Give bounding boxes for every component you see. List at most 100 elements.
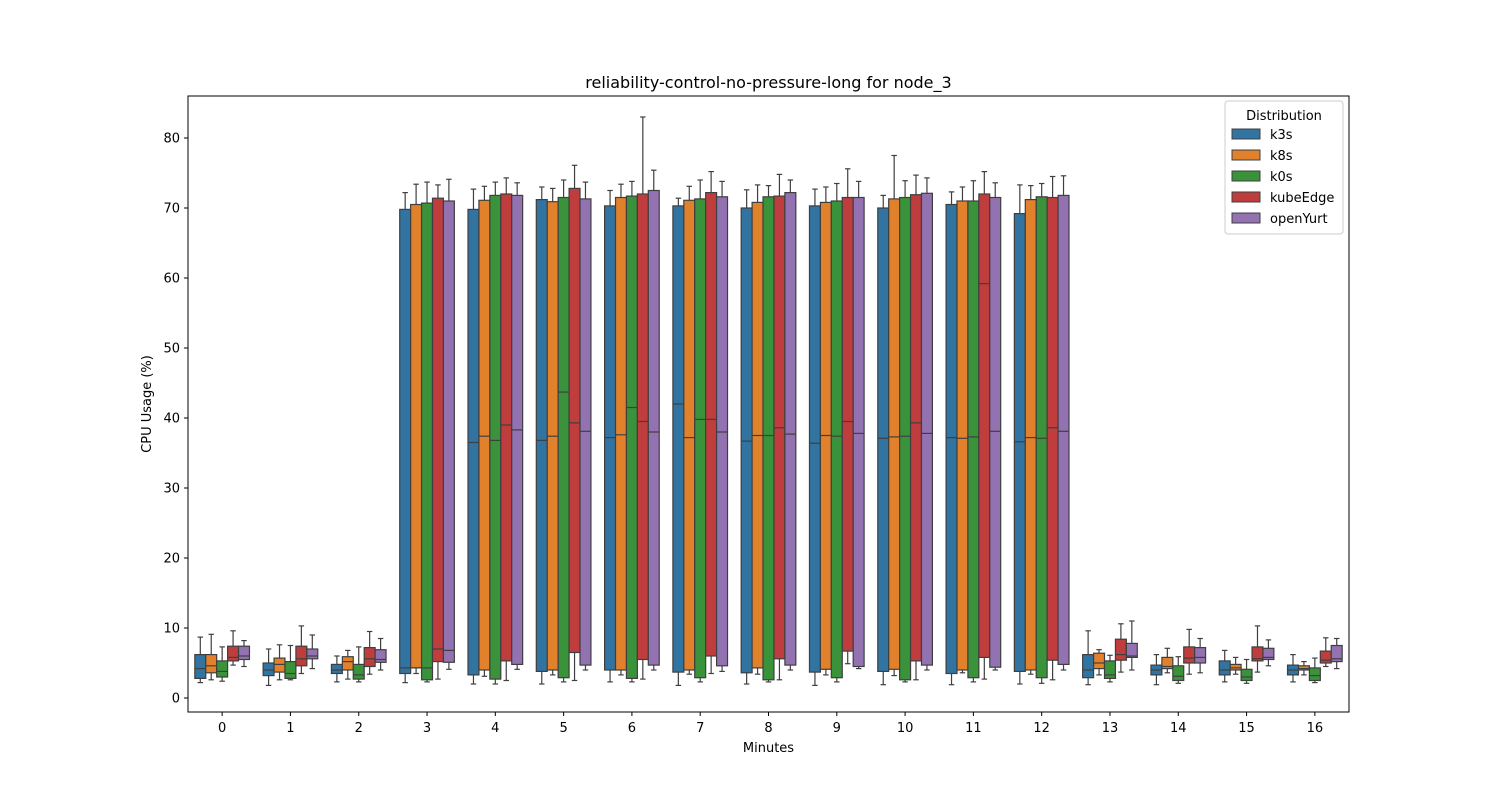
box-openYurt-3 xyxy=(442,178,455,670)
box-k8s-16 xyxy=(1297,660,1310,676)
y-tick-label: 30 xyxy=(163,482,180,497)
legend-item-openYurt: openYurt xyxy=(1231,212,1328,227)
plot-area xyxy=(194,116,1343,687)
box-k3s-0 xyxy=(194,636,207,684)
box-openYurt-7 xyxy=(715,180,729,673)
box-body xyxy=(237,645,251,661)
box-k8s-9 xyxy=(819,186,832,676)
x-tick-label: 10 xyxy=(897,721,914,736)
box-k8s-13 xyxy=(1092,649,1106,676)
legend-title: Distribution xyxy=(1246,109,1322,124)
box-kubeEdge-13 xyxy=(1114,623,1127,673)
box-k0s-6 xyxy=(625,180,638,683)
box-openYurt-5 xyxy=(579,181,592,671)
box-body xyxy=(625,195,638,679)
legend-swatch xyxy=(1231,212,1261,224)
box-body xyxy=(442,200,455,663)
box-k3s-10 xyxy=(877,194,890,686)
box-kubeEdge-8 xyxy=(773,173,786,681)
box-kubeEdge-11 xyxy=(978,171,991,680)
box-kubeEdge-2 xyxy=(363,630,376,675)
x-tick-label: 12 xyxy=(1033,721,1050,736)
box-kubeEdge-9 xyxy=(841,168,854,665)
box-body xyxy=(1024,199,1037,671)
box-kubeEdge-12 xyxy=(1046,175,1059,681)
legend-item-k3s: k3s xyxy=(1231,128,1293,143)
x-tick-label: 15 xyxy=(1238,721,1255,736)
x-tick-label: 0 xyxy=(218,721,226,736)
legend-label: k8s xyxy=(1270,149,1293,164)
box-body xyxy=(535,199,548,672)
x-tick-label: 14 xyxy=(1170,721,1187,736)
box-kubeEdge-0 xyxy=(227,630,240,666)
y-tick-label: 0 xyxy=(172,692,180,707)
box-body xyxy=(1172,665,1185,682)
box-openYurt-11 xyxy=(989,182,1002,671)
box-k3s-11 xyxy=(945,191,958,686)
box-body xyxy=(420,202,434,681)
box-body xyxy=(967,200,980,679)
legend-label: k0s xyxy=(1270,170,1293,185)
box-body xyxy=(273,657,286,673)
box-k0s-0 xyxy=(216,646,229,682)
box-body xyxy=(352,663,365,680)
box-kubeEdge-15 xyxy=(1251,625,1264,673)
box-body xyxy=(399,208,412,675)
box-k0s-11 xyxy=(967,180,980,683)
box-kubeEdge-5 xyxy=(568,164,581,682)
box-body xyxy=(500,193,513,662)
box-k3s-16 xyxy=(1286,653,1300,683)
chart-title: reliability-control-no-pressure-long for… xyxy=(585,73,951,93)
x-tick-label: 13 xyxy=(1102,721,1119,736)
box-body xyxy=(1262,647,1275,661)
box-body xyxy=(740,207,753,674)
box-body xyxy=(705,192,718,657)
box-body xyxy=(262,662,275,677)
box-body xyxy=(888,198,901,670)
x-tick-label: 16 xyxy=(1307,721,1324,736)
box-body xyxy=(1013,213,1026,672)
box-body xyxy=(374,649,387,663)
box-openYurt-6 xyxy=(647,169,660,671)
box-body xyxy=(636,193,649,661)
box-k3s-8 xyxy=(740,189,753,685)
x-tick-label: 9 xyxy=(833,721,841,736)
legend-item-kubeEdge: kubeEdge xyxy=(1231,191,1334,206)
x-tick-label: 3 xyxy=(423,721,431,736)
box-k8s-11 xyxy=(956,186,969,674)
x-tick-label: 6 xyxy=(628,721,636,736)
box-body xyxy=(1161,656,1174,670)
box-body xyxy=(341,656,354,671)
box-body xyxy=(295,645,308,667)
box-body xyxy=(557,196,570,679)
box-body xyxy=(909,194,923,662)
box-kubeEdge-7 xyxy=(705,171,718,675)
x-tick-label: 11 xyxy=(965,721,982,736)
legend-swatch xyxy=(1231,191,1261,203)
legend-swatch xyxy=(1231,170,1261,182)
box-body xyxy=(1092,652,1106,670)
box-body xyxy=(694,198,707,679)
x-tick-label: 4 xyxy=(491,721,499,736)
box-body xyxy=(1046,196,1059,661)
legend: Distribution k3s k8s k0s kubeEdge openYurt xyxy=(1224,100,1344,235)
box-k0s-15 xyxy=(1240,658,1253,684)
box-body xyxy=(852,196,865,668)
box-kubeEdge-6 xyxy=(636,116,649,680)
box-k8s-3 xyxy=(410,183,423,675)
box-body xyxy=(568,187,581,654)
box-body xyxy=(431,197,445,663)
box-openYurt-15 xyxy=(1262,639,1275,667)
x-tick-label: 5 xyxy=(559,721,567,736)
box-body xyxy=(1240,668,1253,682)
box-kubeEdge-10 xyxy=(909,174,923,681)
box-openYurt-8 xyxy=(784,179,797,671)
x-tick-label: 8 xyxy=(764,721,772,736)
box-body xyxy=(808,205,822,673)
box-body xyxy=(1319,650,1332,664)
box-k3s-3 xyxy=(399,192,412,684)
box-body xyxy=(194,653,207,679)
box-k3s-7 xyxy=(672,197,685,687)
box-k8s-8 xyxy=(751,184,764,675)
